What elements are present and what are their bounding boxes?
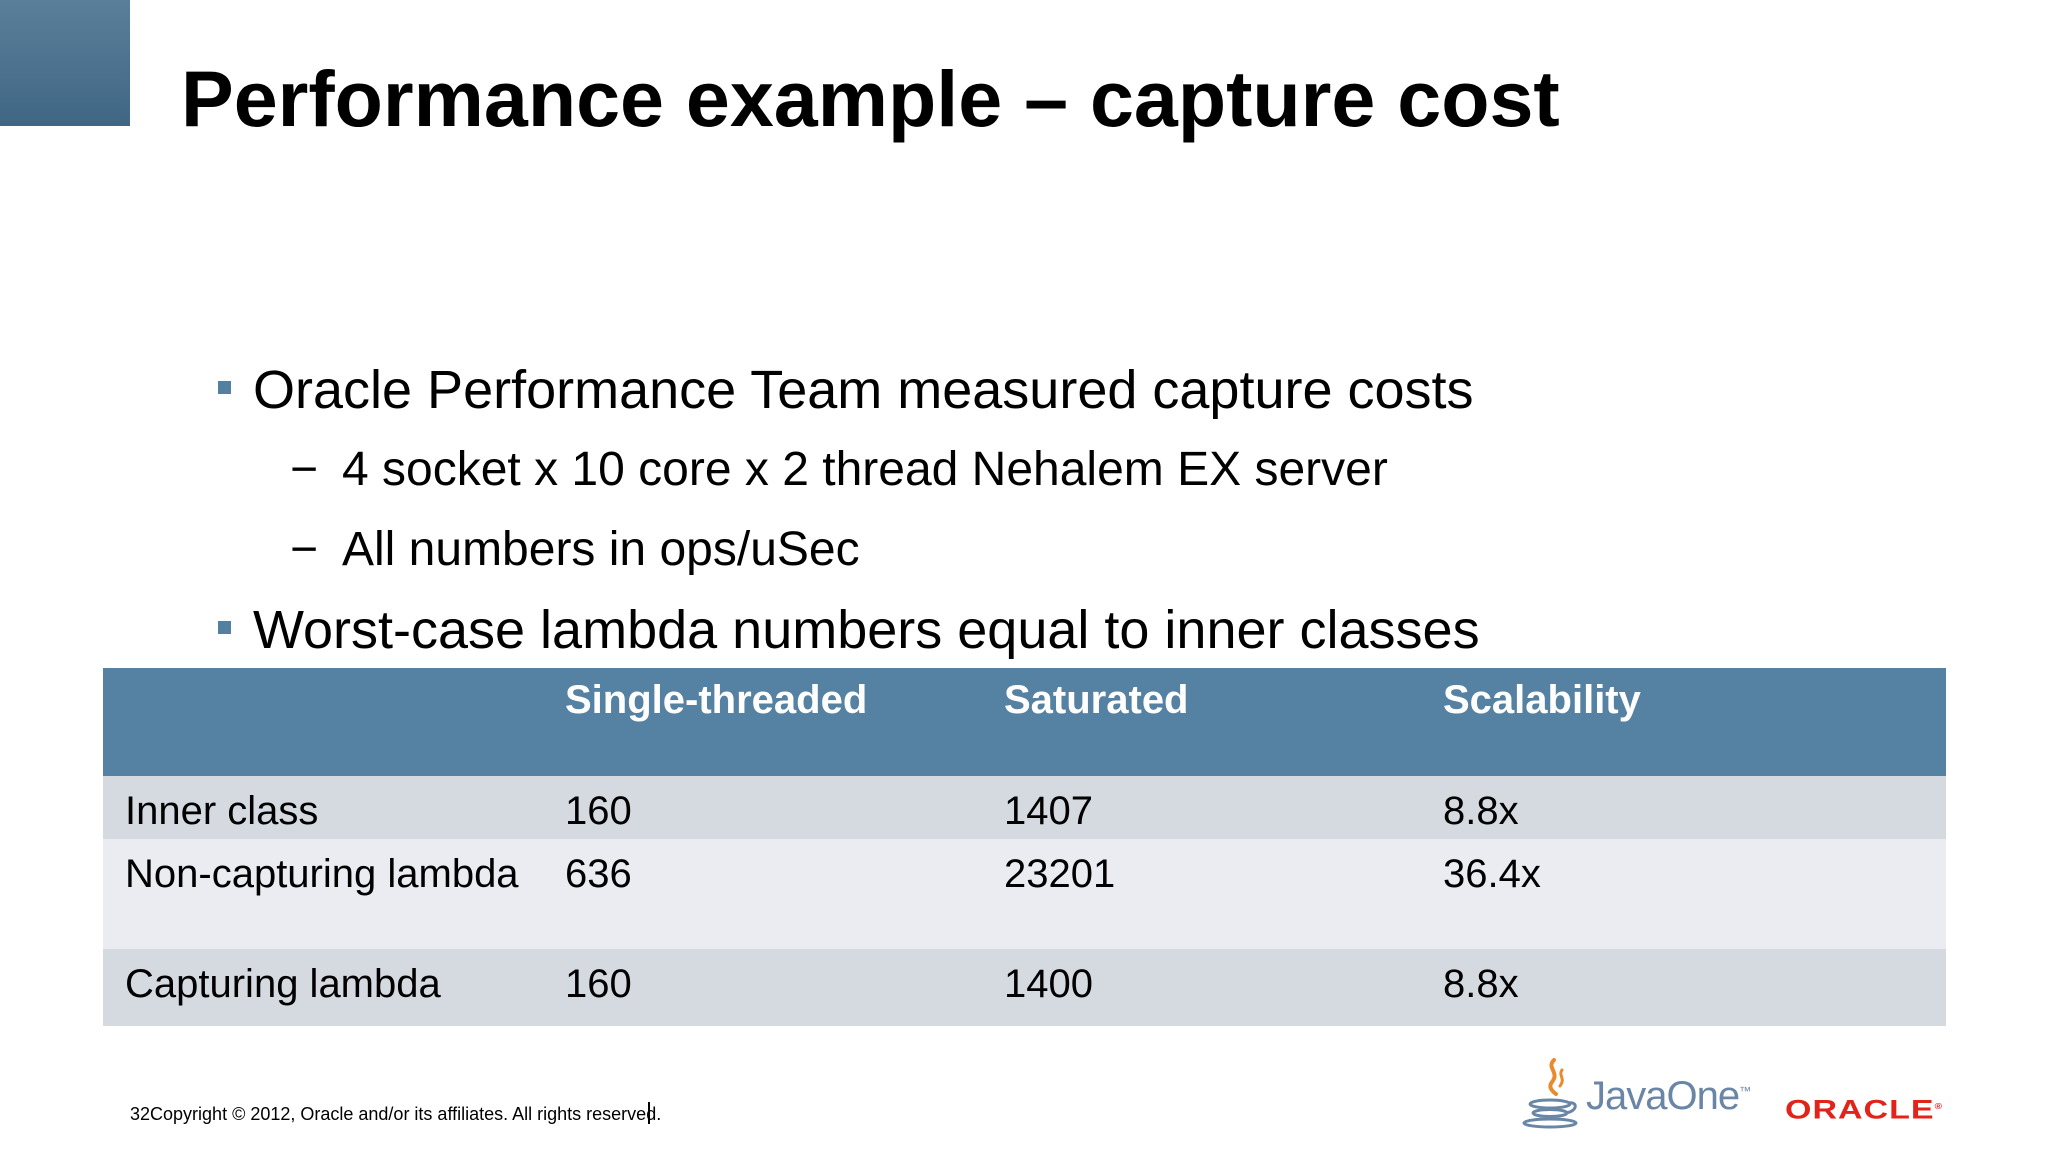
sub-bullet-item: − 4 socket x 10 core x 2 thread Nehalem …: [0, 430, 2048, 510]
javaone-logo: JavaOne™: [1518, 1056, 1751, 1132]
bullet-marker: [218, 621, 231, 634]
footer: 32Copyright © 2012, Oracle and/or its af…: [130, 1102, 662, 1125]
table-header-row: Single-threaded Saturated Scalability: [103, 668, 1946, 776]
table-cell: 1400: [1004, 962, 1093, 1006]
bullet-marker: [218, 381, 231, 394]
sub-bullet-text: 4 socket x 10 core x 2 thread Nehalem EX…: [342, 443, 1388, 496]
corner-accent-block: [0, 0, 130, 126]
table-cell: 36.4x: [1443, 852, 1541, 896]
java-cup-icon: [1522, 1058, 1578, 1129]
table-cell: Capturing lambda: [125, 962, 441, 1006]
table-header-cell: Single-threaded: [565, 678, 868, 722]
sub-bullet-dash: −: [290, 443, 319, 496]
bullet-item: Worst-case lambda numbers equal to inner…: [0, 590, 2048, 670]
page-number: 32: [130, 1104, 151, 1124]
table-cell: Inner class: [125, 789, 319, 833]
table-header-cell: Saturated: [1004, 678, 1189, 722]
table-cell: 23201: [1004, 852, 1116, 896]
bullet-text: Oracle Performance Team measured capture…: [253, 360, 1474, 420]
footer-divider: [648, 1102, 650, 1124]
table-row: Non-capturing lambda 636 23201 36.4x: [103, 839, 1946, 949]
javaone-wordmark: JavaOne™: [1586, 1074, 1751, 1118]
bullet-text: Worst-case lambda numbers equal to inner…: [253, 600, 1480, 660]
bullet-list: Oracle Performance Team measured capture…: [0, 350, 2048, 670]
table-cell: 8.8x: [1443, 789, 1519, 833]
bullet-item: Oracle Performance Team measured capture…: [0, 350, 2048, 430]
oracle-logo: ORACLE®: [1785, 1095, 1943, 1125]
sub-bullet-dash: −: [290, 523, 319, 576]
table-row: Inner class 160 1407 8.8x: [103, 776, 1946, 839]
table-cell: 8.8x: [1443, 962, 1519, 1006]
table-cell: 160: [565, 962, 632, 1006]
table-cell: 1407: [1004, 789, 1093, 833]
sub-bullet-text: All numbers in ops/uSec: [342, 523, 860, 576]
copyright-text: Copyright © 2012, Oracle and/or its affi…: [150, 1104, 662, 1124]
slide-title: Performance example – capture cost: [181, 54, 1560, 143]
table-cell: 160: [565, 789, 632, 833]
table-row: Capturing lambda 160 1400 8.8x: [103, 949, 1946, 1026]
sub-bullet-item: − All numbers in ops/uSec: [0, 510, 2048, 590]
performance-table: Single-threaded Saturated Scalability In…: [103, 668, 1946, 1026]
table-header-cell: [103, 668, 543, 776]
table-cell: 636: [565, 852, 632, 896]
table-header-cell: Scalability: [1443, 678, 1641, 722]
table-cell: Non-capturing lambda: [125, 852, 519, 896]
